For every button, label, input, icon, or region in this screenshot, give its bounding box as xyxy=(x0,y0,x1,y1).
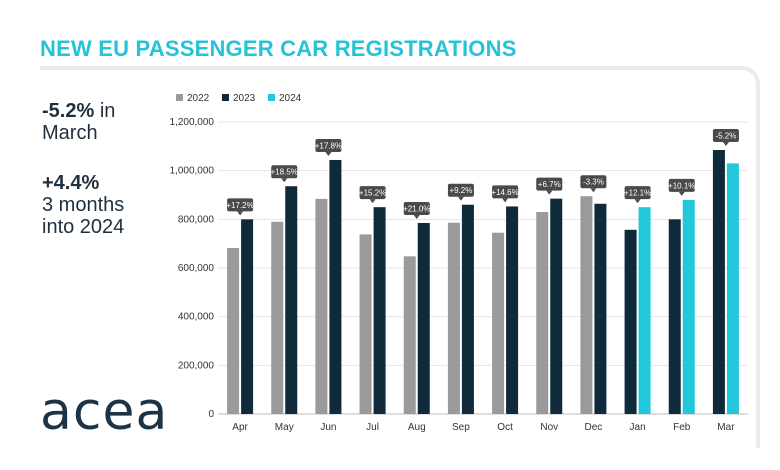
change-label: +17.2% xyxy=(226,201,253,210)
x-tick-label: Jan xyxy=(630,422,646,433)
ytd-label-1: 3 months xyxy=(42,194,125,216)
y-tick-label: 200,000 xyxy=(178,360,215,371)
change-label: +17.8% xyxy=(315,141,342,150)
x-tick-label: Jun xyxy=(320,422,336,433)
bar xyxy=(329,159,342,414)
change-label: +15.2% xyxy=(359,189,386,198)
x-tick-label: Apr xyxy=(232,422,248,433)
change-label: -5.2% xyxy=(715,131,736,140)
change-badge xyxy=(447,183,474,197)
ytd-label-2: into 2024 xyxy=(42,216,125,238)
march-change: -5.2% xyxy=(42,100,95,122)
bar xyxy=(624,229,637,414)
x-tick-label: Feb xyxy=(673,422,691,433)
bar xyxy=(315,198,328,414)
registrations-bar-chart: 0 200,000 400,000 600,000 800,000 1,000,000 1,… xyxy=(170,93,748,433)
bar xyxy=(285,186,298,414)
bar xyxy=(668,219,681,414)
change-label: +12.1% xyxy=(624,189,651,198)
bar xyxy=(403,256,416,414)
bar xyxy=(373,207,386,414)
change-badge xyxy=(271,165,298,179)
bar xyxy=(241,219,254,414)
bar xyxy=(447,222,460,414)
y-tick-label: 0 xyxy=(208,409,214,420)
bar xyxy=(726,163,739,414)
y-tick-label: 800,000 xyxy=(178,214,215,225)
y-tick-label: 1,000,000 xyxy=(170,166,215,177)
badge-pointer xyxy=(369,199,376,204)
bar xyxy=(550,198,563,414)
y-tick-label: 600,000 xyxy=(178,263,215,274)
y-tick-label: 1,200,000 xyxy=(170,117,215,128)
legend-swatch xyxy=(268,94,275,101)
card-frame xyxy=(40,66,760,448)
change-badge xyxy=(712,128,739,142)
badge-pointer xyxy=(634,199,641,204)
change-badge xyxy=(624,186,651,200)
bar xyxy=(506,206,519,414)
x-tick-label: Jul xyxy=(366,422,379,433)
change-badge xyxy=(536,177,563,191)
badge-pointer xyxy=(722,141,729,146)
change-badge xyxy=(580,175,607,189)
badge-pointer xyxy=(502,198,509,203)
change-label: +18.5% xyxy=(271,168,298,177)
bar xyxy=(492,232,505,414)
acea-logo: acea xyxy=(40,382,169,442)
bar xyxy=(712,149,725,414)
bar xyxy=(638,207,651,414)
change-label: +10.1% xyxy=(668,181,695,190)
badge-pointer xyxy=(413,214,420,219)
legend-swatch xyxy=(176,94,183,101)
x-tick-label: Oct xyxy=(497,422,513,433)
bar xyxy=(227,248,240,414)
change-label: -3.3% xyxy=(583,178,604,187)
badge-pointer xyxy=(325,151,332,156)
bar xyxy=(271,221,284,414)
badge-pointer xyxy=(546,190,553,195)
change-label: +21.0% xyxy=(403,204,430,213)
badge-pointer xyxy=(590,188,597,193)
change-label: +9.2% xyxy=(449,186,472,195)
y-tick-label: 400,000 xyxy=(178,312,215,323)
ytd-stat: +4.4% 3 months into 2024 xyxy=(42,172,124,238)
change-badge xyxy=(668,178,695,192)
march-label: March xyxy=(42,122,98,144)
bar xyxy=(417,222,430,414)
x-tick-label: Mar xyxy=(717,422,735,433)
x-tick-label: Dec xyxy=(585,422,603,433)
x-tick-label: Aug xyxy=(408,422,426,433)
ytd-change: +4.4% xyxy=(42,172,100,194)
bar xyxy=(359,234,372,414)
march-stat: -5.2% in March xyxy=(42,100,115,144)
badge-pointer xyxy=(457,196,464,201)
x-tick-label: May xyxy=(275,422,294,433)
bar xyxy=(580,196,593,414)
badge-pointer xyxy=(678,191,685,196)
badge-pointer xyxy=(281,178,288,183)
bar xyxy=(536,212,549,414)
bar xyxy=(594,203,607,414)
bar xyxy=(461,204,474,414)
x-tick-label: Nov xyxy=(540,422,558,433)
legend-label: 2023 xyxy=(233,93,256,104)
change-badge xyxy=(492,185,519,199)
bar xyxy=(682,199,695,414)
legend-label: 2024 xyxy=(279,93,302,104)
legend-swatch xyxy=(222,94,229,101)
change-badge xyxy=(315,138,342,152)
change-badge xyxy=(227,198,254,212)
chart-title: NEW EU PASSENGER CAR REGISTRATIONS xyxy=(40,36,517,61)
change-badge xyxy=(403,201,430,215)
march-suffix: in xyxy=(99,100,116,122)
change-label: +6.7% xyxy=(538,180,561,189)
x-tick-label: Sep xyxy=(452,422,470,433)
change-label: +14.6% xyxy=(491,188,518,197)
change-badge xyxy=(359,186,386,200)
badge-pointer xyxy=(237,211,244,216)
legend-label: 2022 xyxy=(187,93,210,104)
